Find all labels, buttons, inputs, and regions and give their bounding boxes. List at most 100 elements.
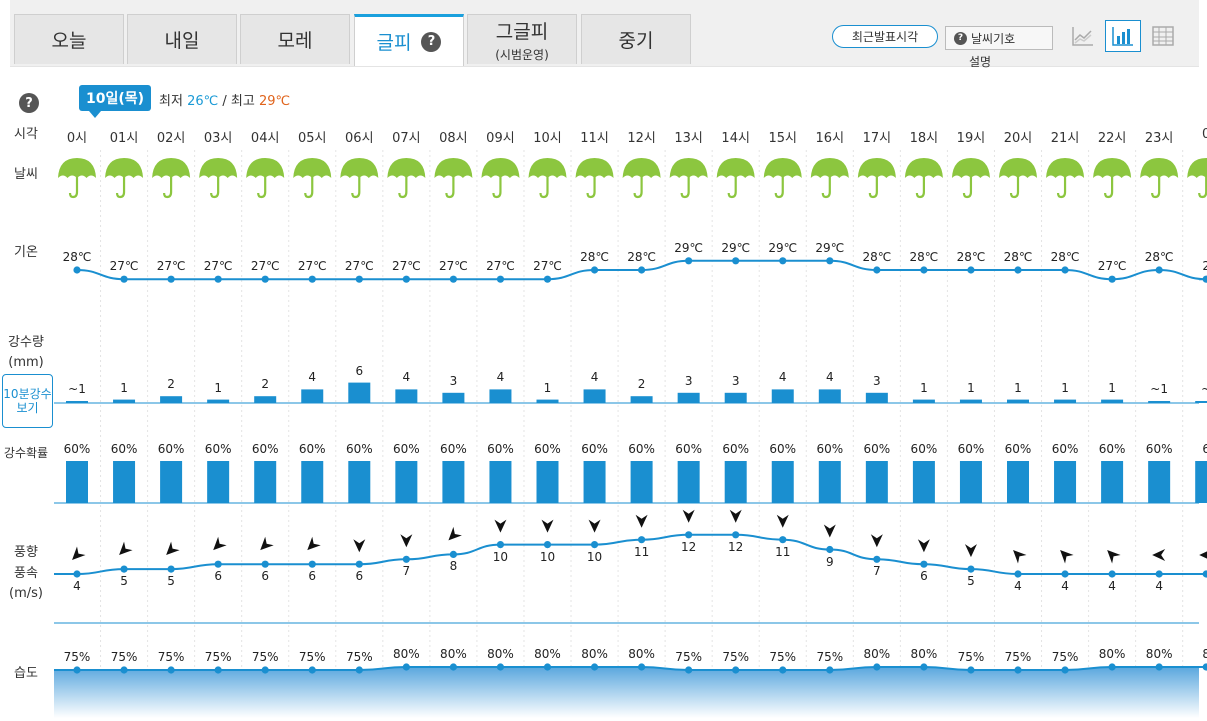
tab-2[interactable]: 모레 (240, 14, 350, 64)
wind-direction-arrow-icon (588, 519, 601, 533)
row-label-wind-direction: 풍향 (14, 545, 38, 560)
precipitation-bar (630, 396, 653, 403)
row-label-wind-speed: 풍속 (14, 566, 38, 581)
row-label-wind-unit: (m/s) (9, 586, 43, 601)
temperature-label: 27℃ (203, 259, 233, 274)
temperature-point (1061, 266, 1069, 274)
wind-direction-arrow-icon (166, 541, 180, 556)
wind-speed-point (402, 555, 410, 563)
probability-bar (207, 461, 230, 503)
humidity-label: 8 (1202, 647, 1207, 661)
probability-label: 60% (298, 442, 326, 456)
humidity-label: 75% (251, 650, 279, 664)
temperature-point (214, 275, 222, 283)
rain-umbrella-icon (293, 158, 332, 199)
precipitation-bar (1054, 399, 1077, 403)
precipitation-bar (160, 396, 183, 403)
humidity-point (590, 663, 599, 671)
wind-speed-point (73, 570, 81, 578)
humidity-point (496, 663, 505, 671)
tab-4[interactable]: 그글피 (시범운영) (467, 14, 577, 64)
line-chart-icon[interactable] (1065, 20, 1101, 52)
wind-direction-arrow-icon (1152, 549, 1166, 561)
rain-umbrella-icon (716, 158, 755, 199)
probability-bar (1101, 461, 1124, 503)
table-icon[interactable] (1145, 20, 1181, 52)
probability-label: 60% (910, 442, 938, 456)
hour-label: 12시 (627, 131, 656, 146)
bar-chart-icon[interactable] (1105, 20, 1141, 52)
probability-label: 60% (769, 442, 797, 456)
precipitation-label: 6 (355, 363, 364, 378)
precipitation-label: 2 (261, 377, 270, 392)
help-icon[interactable]: ? (19, 93, 39, 113)
wind-direction-arrow-icon (823, 524, 836, 538)
wind-speed-label: 4 (1108, 579, 1116, 593)
humidity-point (967, 666, 975, 674)
wind-direction-arrow-icon (541, 519, 554, 533)
precipitation-bar (442, 392, 465, 403)
temperature-label: 27℃ (156, 259, 186, 274)
tab-0[interactable]: 오늘 (14, 14, 124, 64)
help-icon[interactable]: ? (421, 31, 442, 52)
rain-umbrella-icon (669, 158, 708, 199)
wind-speed-label: 6 (308, 569, 317, 584)
wind-speed-label: 11 (633, 544, 650, 559)
wind-direction-arrow-icon (119, 541, 133, 556)
rain-umbrella-icon (904, 158, 943, 199)
temperature-point (967, 266, 975, 274)
tab-5[interactable]: 중기 (581, 14, 691, 64)
precipitation-label: 4 (590, 370, 599, 385)
wind-direction-arrow-icon (1107, 550, 1121, 564)
wind-speed-label: 5 (167, 574, 175, 589)
probability-label: 60% (110, 442, 138, 456)
temperature-label: 27℃ (297, 259, 327, 274)
date-badge: 10일(목) (79, 85, 151, 118)
temperature-point (638, 266, 646, 274)
precipitation-label: ~1 (1150, 382, 1168, 396)
tab-sub-label: (시범운영) (495, 47, 549, 62)
wind-direction-arrow-icon (72, 546, 86, 560)
tab-1[interactable]: 내일 (127, 14, 237, 64)
wind-speed-point (1155, 570, 1163, 578)
hour-label: 15시 (768, 131, 798, 146)
weather-symbol-legend-button[interactable]: ? 날씨기호 (945, 26, 1053, 50)
precipitation-bar (1007, 399, 1029, 403)
temperature-point (73, 266, 81, 274)
tab-3[interactable]: 글피? (354, 14, 464, 66)
wind-direction-arrow-icon (635, 514, 648, 528)
probability-bar (254, 461, 277, 503)
temperature-point (402, 275, 410, 283)
humidity-label: 75% (957, 650, 985, 664)
rain-umbrella-icon (152, 158, 191, 199)
tab-label: 모레 (277, 30, 313, 52)
humidity-label: 75% (675, 650, 702, 664)
tab-label: 오늘 (51, 30, 87, 52)
recent-announcement-button[interactable]: 최근발표시각 (832, 25, 938, 48)
temperature-point (308, 275, 316, 283)
rain-umbrella-icon (999, 158, 1037, 199)
precipitation-bar (583, 389, 606, 403)
temperature-point (167, 275, 175, 283)
wind-speed-label: 6 (920, 569, 928, 584)
precipitation-label: 4 (496, 370, 505, 385)
hour-label: 0 (1202, 127, 1207, 142)
min-value: 26℃ (187, 94, 219, 109)
temperature-point (1014, 266, 1022, 274)
temperature-label: 28℃ (1050, 250, 1080, 264)
probability-bar (1054, 461, 1077, 503)
wind-speed-label: 6 (355, 569, 364, 584)
precipitation-label: 1 (214, 380, 222, 395)
ten-minute-precip-button[interactable]: 10분강수 보기 (2, 374, 53, 428)
wind-speed-label: 4 (1014, 579, 1022, 593)
probability-label: 6 (1202, 442, 1207, 456)
hour-label: 21시 (1050, 131, 1080, 146)
precipitation-bar (113, 399, 136, 403)
hour-label: 08시 (439, 131, 468, 146)
precipitation-label: 2 (637, 377, 646, 392)
hour-label: 23시 (1144, 131, 1174, 146)
humidity-label: 75% (345, 650, 373, 664)
humidity-label: 75% (1051, 650, 1079, 664)
precipitation-bar (301, 389, 324, 403)
wind-direction-arrow-icon (964, 544, 977, 558)
